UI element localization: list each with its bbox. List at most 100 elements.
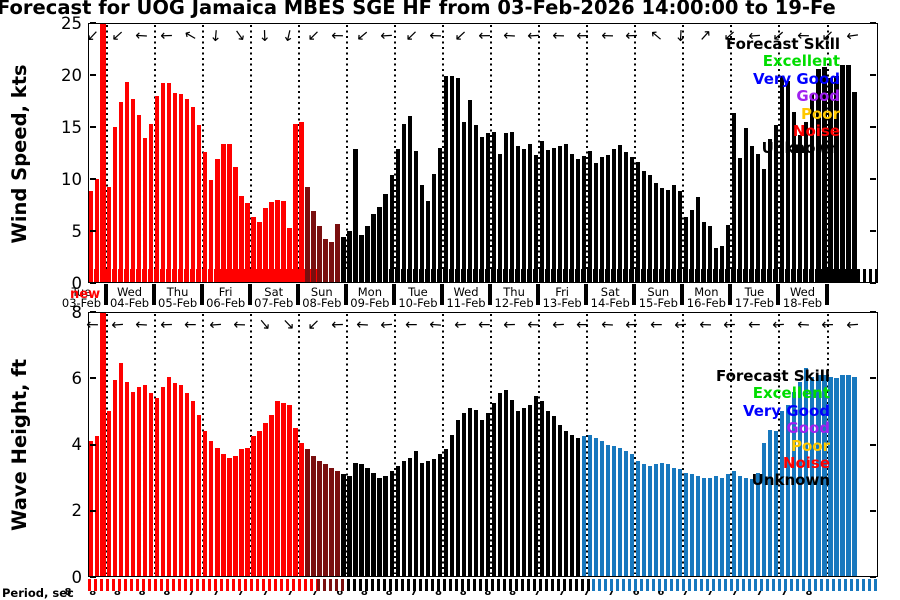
wave-bar bbox=[816, 374, 821, 577]
wind-bar bbox=[756, 154, 761, 283]
wave-bar bbox=[696, 475, 701, 577]
wind-bar bbox=[407, 115, 412, 283]
wind-direction-arrow-icon: → bbox=[278, 27, 300, 44]
day-tick-mark bbox=[632, 284, 637, 305]
wind-bar bbox=[449, 76, 454, 283]
wave-bar bbox=[726, 474, 731, 577]
wave-bar bbox=[221, 454, 226, 577]
day-date: 11-Feb bbox=[446, 296, 486, 310]
wave-bar bbox=[840, 374, 845, 577]
wave-bar bbox=[443, 449, 448, 577]
day-name: Sat bbox=[600, 285, 620, 299]
wave-direction-arrow-icon: → bbox=[134, 315, 149, 335]
wind-bar bbox=[563, 143, 569, 283]
day-label: Wed 11-Feb bbox=[442, 285, 490, 309]
wave-bar bbox=[792, 391, 797, 577]
wind-ytick-mark bbox=[89, 126, 96, 128]
wave-direction-arrow-icon: → bbox=[330, 315, 345, 335]
wind-bar bbox=[533, 155, 539, 283]
wind-ytick-mark bbox=[89, 22, 96, 24]
wave-bar bbox=[425, 461, 430, 577]
wind-ytick-mark bbox=[89, 282, 96, 284]
wave-bar bbox=[708, 477, 713, 577]
wind-direction-arrow-icon: → bbox=[180, 24, 201, 47]
day-gridline bbox=[153, 25, 156, 280]
wave-direction-arrow-icon: → bbox=[526, 315, 541, 335]
wave-direction-arrow-icon: → bbox=[600, 315, 614, 335]
wind-ytick-mark-right bbox=[870, 126, 876, 128]
period-value: 7 bbox=[286, 587, 294, 598]
wave-direction-arrow-icon: → bbox=[747, 316, 761, 334]
wave-bar bbox=[852, 376, 857, 577]
wave-bar bbox=[275, 401, 280, 577]
wind-bar bbox=[329, 242, 334, 283]
wind-bar bbox=[233, 166, 238, 283]
wave-bar bbox=[575, 437, 581, 577]
wave-bar bbox=[407, 457, 412, 577]
period-value: 8 bbox=[459, 587, 467, 598]
wave-bar bbox=[347, 475, 352, 577]
wave-bar bbox=[659, 462, 665, 577]
wind-bar bbox=[455, 78, 460, 283]
wave-bar bbox=[762, 442, 767, 577]
period-value: 7 bbox=[262, 587, 270, 598]
skill-band-segment bbox=[317, 579, 348, 591]
wave-direction-arrow-icon: → bbox=[771, 315, 786, 335]
wave-direction-arrow-icon: → bbox=[110, 315, 124, 335]
wind-bar bbox=[305, 187, 310, 283]
wind-bar bbox=[269, 201, 274, 283]
wind-bar bbox=[581, 156, 587, 283]
wind-bar bbox=[635, 162, 641, 283]
wind-bar bbox=[239, 195, 244, 283]
wave-bar bbox=[371, 472, 376, 577]
wind-bar bbox=[461, 121, 466, 283]
legend-entry-excellent: Excellent bbox=[752, 384, 830, 403]
wind-bar bbox=[221, 143, 226, 283]
wind-bar bbox=[185, 98, 190, 283]
period-value: 8 bbox=[805, 587, 813, 598]
wave-bar bbox=[431, 459, 436, 577]
wind-bar bbox=[852, 91, 857, 283]
wind-bar bbox=[125, 82, 130, 283]
wind-bar bbox=[557, 145, 563, 283]
wave-direction-arrow-icon: → bbox=[576, 316, 589, 334]
wave-bar bbox=[383, 475, 388, 577]
wave-forecast-skill-legend: Forecast Skill Excellent Very Good Good Poor… bbox=[716, 367, 830, 490]
day-gridline bbox=[778, 314, 781, 574]
wind-bar bbox=[696, 196, 701, 283]
day-gridline bbox=[538, 314, 541, 574]
wave-bar bbox=[401, 461, 406, 577]
wind-bar bbox=[714, 247, 719, 283]
wave-bar bbox=[732, 471, 737, 577]
wind-direction-arrow-icon: → bbox=[106, 24, 129, 47]
wave-bar bbox=[527, 404, 533, 577]
wind-bar bbox=[491, 132, 496, 283]
period-value: 7 bbox=[311, 587, 319, 598]
day-gridline bbox=[682, 25, 685, 280]
period-value: 7 bbox=[410, 587, 418, 598]
wind-direction-arrow-icon: → bbox=[502, 26, 516, 46]
wave-bar bbox=[89, 441, 94, 577]
day-gridline bbox=[682, 314, 685, 574]
wave-bar bbox=[245, 447, 250, 577]
day-date: 10-Feb bbox=[398, 296, 438, 310]
wind-bar bbox=[846, 64, 851, 283]
day-name: Tue bbox=[408, 285, 428, 299]
day-tick-mark bbox=[151, 284, 156, 305]
wave-bar bbox=[191, 401, 196, 577]
wind-bar bbox=[720, 245, 725, 283]
period-value: 8 bbox=[163, 587, 171, 598]
wave-bar bbox=[467, 408, 472, 577]
wind-bar bbox=[137, 114, 142, 283]
wave-direction-arrow-icon: → bbox=[355, 315, 369, 335]
wind-ytick-label: 5 bbox=[71, 221, 83, 241]
legend-entry-very-good: Very Good bbox=[742, 401, 830, 420]
wave-ytick-mark bbox=[89, 443, 96, 446]
wind-bar bbox=[479, 137, 484, 283]
wave-bar bbox=[551, 416, 557, 577]
wave-direction-arrow-icon: → bbox=[796, 315, 810, 335]
wind-bar bbox=[203, 151, 208, 283]
wind-bar bbox=[245, 202, 250, 283]
wind-bar bbox=[389, 174, 394, 283]
wind-direction-arrow-icon: → bbox=[351, 24, 373, 47]
